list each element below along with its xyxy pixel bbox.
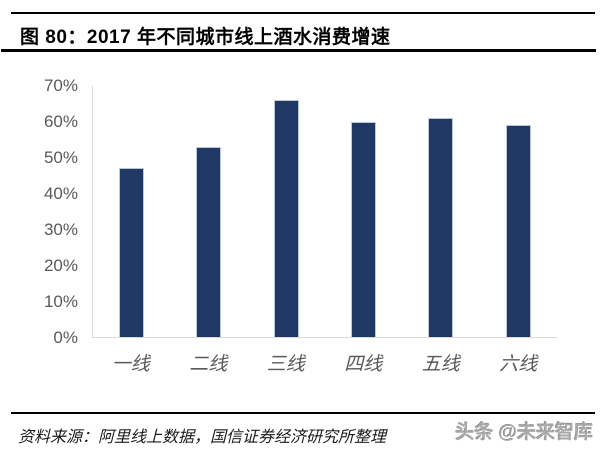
title-separator-rule: [1, 49, 596, 52]
source-note: 资料来源：阿里线上数据，国信证券经济研究所整理: [18, 429, 387, 446]
bar-六线: [505, 125, 531, 337]
bar-column-五线: [402, 86, 479, 337]
bar-column-三线: [248, 86, 325, 337]
bar-五线: [428, 118, 454, 337]
footer-rule: [11, 412, 595, 414]
x-tick-label-一线: 一线: [111, 354, 150, 375]
bar-column-四线: [325, 86, 402, 337]
bar-column-六线: [480, 86, 557, 337]
y-tick-label-60: 60%: [43, 112, 78, 131]
y-tick-label-50: 50%: [43, 148, 78, 167]
y-tick-label-70: 70%: [43, 76, 78, 95]
y-tick-label-0: 0%: [53, 328, 78, 347]
y-tick-label-10: 10%: [43, 292, 78, 311]
y-axis: 70% 60% 50% 40% 30% 20% 10% 0%: [0, 76, 84, 347]
bar-一线: [119, 168, 145, 337]
x-tick-label-三线: 三线: [266, 354, 305, 375]
x-axis: 一线 二线 三线 四线 五线 六线: [92, 349, 557, 376]
bar-四线: [351, 121, 377, 337]
plot-area: [92, 86, 557, 338]
y-tick-label-40: 40%: [43, 184, 78, 203]
top-rule: [11, 12, 595, 14]
bar-column-一线: [93, 86, 170, 337]
bar-column-二线: [170, 86, 247, 337]
bar-三线: [273, 100, 299, 337]
x-tick-label-五线: 五线: [421, 354, 460, 375]
y-tick-label-20: 20%: [43, 256, 78, 275]
bar-二线: [196, 146, 222, 337]
y-tick-label-30: 30%: [43, 220, 78, 239]
x-tick-label-四线: 四线: [344, 354, 383, 375]
x-tick-label-六线: 六线: [499, 354, 538, 375]
x-tick-label-二线: 二线: [189, 354, 228, 375]
figure-title: 图 80：2017 年不同城市线上酒水消费增速: [20, 27, 391, 48]
watermark: 头条 @未来智库: [455, 422, 593, 443]
